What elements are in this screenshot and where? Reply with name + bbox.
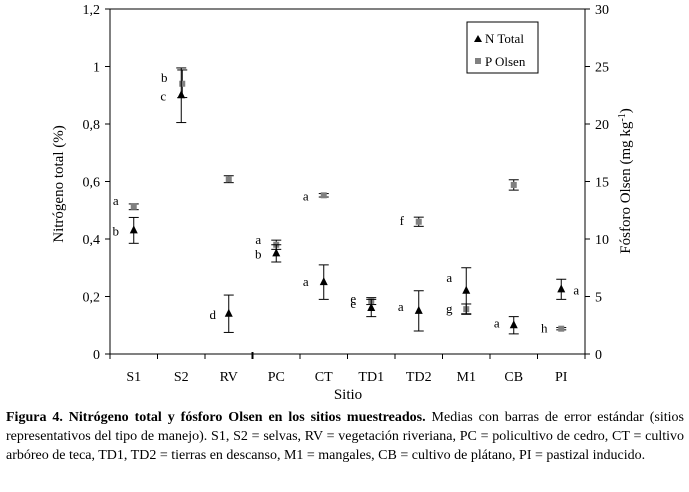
- left-tick-label: 0: [93, 348, 100, 363]
- figure-caption: Figura 4. Nitrógeno total y fósforo Olse…: [6, 408, 684, 465]
- n-total-sig-label: b: [255, 246, 262, 261]
- left-tick-label: 0,4: [83, 233, 101, 248]
- right-tick-label: 0: [595, 348, 602, 363]
- x-category-label: S2: [174, 370, 189, 385]
- right-tick-label: 30: [595, 3, 609, 18]
- n-total-sig-label: b: [113, 223, 120, 238]
- right-axis-ticks: 0 5 10 15 20 25 30: [585, 3, 609, 363]
- p-olsen-sig-label: b: [161, 70, 168, 85]
- x-category-label: TD2: [406, 370, 432, 385]
- n-total-sig-label: a: [398, 299, 404, 314]
- n-total-point: [272, 248, 281, 257]
- y-axis-right-label-sup: -1: [617, 113, 628, 121]
- x-axis-label: Sitio: [334, 387, 362, 403]
- n-total-point: [509, 320, 518, 329]
- x-category-label: PI: [555, 370, 568, 385]
- n-total-point: [462, 285, 471, 294]
- n-total-sig-label: a: [494, 315, 500, 330]
- n-total-sig-label: c: [160, 88, 166, 103]
- n-total-sig-label: e: [350, 296, 356, 311]
- p-olsen-sig-label: e: [350, 291, 356, 306]
- left-tick-label: 0,8: [83, 118, 101, 133]
- right-tick-label: 5: [595, 291, 602, 306]
- p-olsen-point: [415, 218, 422, 225]
- y-axis-right-label: Fósforo Olsen (mg kg-1): [617, 108, 635, 253]
- p-olsen-sig-label: a: [113, 193, 119, 208]
- p-olsen-sig-label: h: [541, 321, 548, 336]
- n-total-point: [319, 277, 328, 286]
- p-olsen-sig-label: a: [303, 188, 309, 203]
- n-total-sig-label: d: [210, 307, 217, 322]
- left-tick-label: 0,6: [83, 176, 101, 191]
- left-tick-label: 0,2: [83, 291, 101, 306]
- caption-title: Figura 4. Nitrógeno total y fósforo Olse…: [6, 410, 426, 425]
- x-category-label: CB: [504, 370, 523, 385]
- y-axis-right-label-end: ): [618, 108, 634, 113]
- right-tick-label: 10: [595, 233, 609, 248]
- n-total-point: [177, 90, 186, 99]
- legend-n-total-marker: [474, 35, 482, 42]
- n-total-point: [367, 303, 376, 311]
- x-axis-ticks: S1 S2 RV PC CT TD1 TD2 M1 CB PI: [109, 352, 586, 385]
- y-axis-left-label: Nitrógeno total (%): [51, 125, 67, 242]
- p-olsen-point: [225, 176, 232, 183]
- x-category-label: TD1: [358, 370, 384, 385]
- left-tick-label: 1,2: [83, 3, 101, 18]
- x-category-label: PC: [268, 370, 285, 385]
- p-olsen-point: [320, 192, 327, 199]
- n-total-point: [224, 308, 233, 317]
- p-olsen-point: [510, 181, 517, 188]
- p-olsen-point: [130, 203, 137, 210]
- right-tick-label: 20: [595, 118, 609, 133]
- n-total-sig-label: a: [303, 274, 309, 289]
- p-olsen-sig-label: g: [446, 301, 453, 316]
- n-total-sig-label: a: [446, 270, 452, 285]
- legend-box: [466, 21, 539, 74]
- p-olsen-sig-label: a: [255, 232, 261, 247]
- p-olsen-point: [558, 325, 565, 332]
- right-tick-label: 15: [595, 176, 609, 191]
- n-total-point: [414, 305, 423, 314]
- legend-p-olsen-marker: [475, 58, 481, 64]
- y-axis-right-label-main: Fósforo Olsen (mg kg: [618, 121, 634, 254]
- p-olsen-sig-label: f: [400, 213, 405, 228]
- x-category-label: RV: [220, 370, 238, 385]
- left-tick-label: 1: [93, 61, 100, 76]
- legend: N Total P Olsen: [466, 21, 539, 74]
- legend-n-total-label: N Total: [485, 31, 524, 46]
- x-category-label: M1: [457, 370, 476, 385]
- left-axis-ticks: 0 0,2 0,4 0,6 0,8 1 1,2: [83, 3, 110, 363]
- x-category-label: CT: [315, 370, 333, 385]
- n-total-point: [129, 225, 138, 234]
- right-tick-label: 25: [595, 61, 609, 76]
- n-total-sig-label: a: [573, 282, 579, 297]
- chart: 0 0,2 0,4 0,6 0,8 1 1,2 0 5 10 15 20 25 30 S1 S2 RV PC C…: [51, 3, 635, 403]
- x-category-label: S1: [126, 370, 141, 385]
- legend-p-olsen-label: P Olsen: [485, 54, 526, 69]
- n-total-point: [557, 284, 566, 293]
- caption-text: Medias con barras de error estándar (sit…: [6, 410, 684, 463]
- p-olsen-point: [179, 80, 186, 87]
